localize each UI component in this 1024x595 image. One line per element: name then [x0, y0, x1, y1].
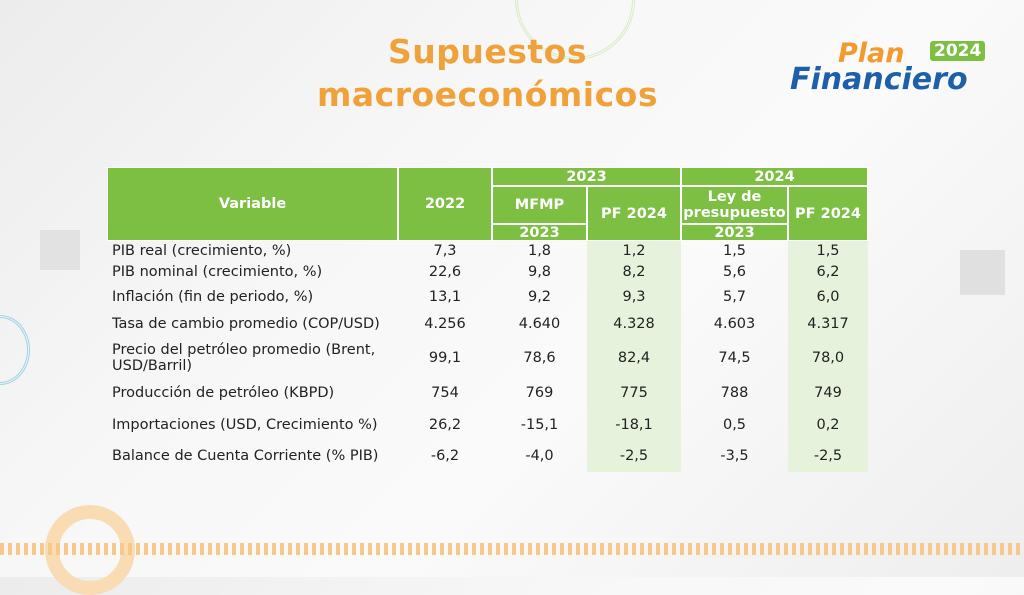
- value-cell: 22,6: [428, 264, 462, 280]
- value-cell: 6,2: [788, 260, 868, 284]
- value-cell: 1,8: [527, 242, 552, 259]
- variable-cell: Precio del petróleo promedio (Brent, USD…: [112, 341, 376, 374]
- value-cell: -18,1: [587, 409, 681, 440]
- value-cell: 1,5: [788, 241, 868, 260]
- value-cell: 99,1: [428, 349, 462, 366]
- table: Variable 2022 2023 2024 MFMP 2023 PF 202…: [107, 167, 868, 472]
- logo-financiero: Financiero: [790, 62, 968, 97]
- value-cell: -4,0: [525, 448, 554, 464]
- title-line: Supuestos: [388, 32, 587, 71]
- value-cell: 7,3: [433, 242, 457, 259]
- value-cell: 9,3: [587, 284, 681, 310]
- value-cell: 0,2: [788, 409, 868, 440]
- value-cell: 74,5: [718, 349, 751, 366]
- variable-cell: PIB nominal (crecimiento, %): [112, 264, 323, 280]
- variable-cell: Tasa de cambio promedio (COP/USD): [112, 316, 380, 332]
- header-cell: Variable: [107, 167, 398, 241]
- variable-cell: PIB real (crecimiento, %): [112, 242, 292, 259]
- value-cell: 0,5: [722, 416, 747, 433]
- header-cell: 2023: [492, 224, 587, 241]
- value-cell: 9,8: [527, 264, 552, 280]
- header-cell: PF 2024: [587, 186, 681, 241]
- decor-stripe: [0, 543, 1024, 555]
- value-cell: 82,4: [587, 338, 681, 377]
- value-cell: 4.256: [424, 316, 466, 332]
- value-cell: 13,1: [428, 289, 462, 305]
- value-cell: -6,2: [430, 448, 460, 464]
- value-cell: 4.328: [587, 310, 681, 338]
- logo: Plan 2024 Financiero: [790, 38, 1005, 100]
- logo-plan: Plan: [838, 38, 905, 69]
- variable-cell: Importaciones (USD, Crecimiento %): [112, 416, 378, 433]
- value-cell: 749: [788, 377, 868, 409]
- value-cell: 4.317: [788, 310, 868, 338]
- value-cell: -2,5: [788, 440, 868, 472]
- value-cell: 775: [587, 377, 681, 409]
- title-line: macroeconómicos: [316, 75, 658, 114]
- value-cell: 1,5: [722, 242, 747, 259]
- value-cell: 788: [720, 385, 749, 401]
- value-cell: 4.640: [518, 316, 561, 332]
- value-cell: 5,6: [722, 264, 747, 280]
- value-cell: 78,6: [523, 349, 556, 366]
- value-cell: 4.603: [713, 316, 756, 332]
- header-cell: Ley de presupuesto: [681, 186, 788, 224]
- value-cell: -2,5: [587, 440, 681, 472]
- value-cell: 1,2: [587, 241, 681, 260]
- header-cell: 2022: [398, 167, 492, 241]
- header-cell: MFMP: [492, 186, 587, 224]
- header-cell: 2023: [681, 224, 788, 241]
- variable-cell: Producción de petróleo (KBPD): [112, 385, 335, 401]
- value-cell: 8,2: [587, 260, 681, 284]
- decor-square: [40, 230, 80, 270]
- value-cell: 5,7: [722, 289, 747, 305]
- variable-cell: Inflación (fin de periodo, %): [112, 289, 314, 305]
- value-cell: 78,0: [788, 338, 868, 377]
- value-cell: 26,2: [428, 416, 462, 433]
- decor-square: [960, 250, 1005, 295]
- header-cell: PF 2024: [788, 186, 868, 241]
- logo-year: 2024: [930, 41, 986, 61]
- value-cell: -15,1: [520, 416, 559, 433]
- value-cell: 754: [431, 385, 459, 401]
- variable-cell: Balance de Cuenta Corriente (% PIB): [112, 448, 379, 464]
- header-cell: 2024: [681, 167, 868, 186]
- value-cell: 6,0: [788, 284, 868, 310]
- value-cell: -3,5: [720, 448, 749, 464]
- header-cell: 2023: [492, 167, 681, 186]
- value-cell: 769: [525, 385, 554, 401]
- value-cell: 9,2: [527, 289, 552, 305]
